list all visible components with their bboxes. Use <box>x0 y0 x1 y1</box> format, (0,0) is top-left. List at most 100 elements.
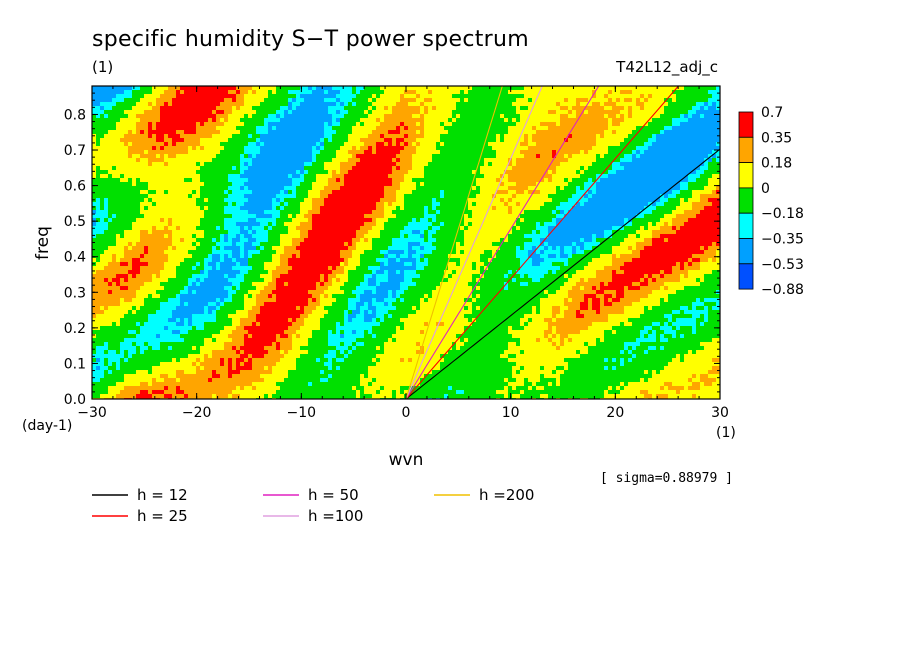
field-cell <box>304 190 309 195</box>
field-cell <box>148 94 153 99</box>
field-cell <box>644 114 649 119</box>
field-cell <box>336 178 341 183</box>
field-cell <box>708 174 713 179</box>
field-cell <box>264 194 269 199</box>
field-cell <box>512 170 517 175</box>
field-cell <box>584 194 589 199</box>
field-cell <box>220 130 225 135</box>
field-cell <box>584 102 589 107</box>
field-cell <box>664 94 669 99</box>
field-cell <box>660 166 665 171</box>
field-cell <box>348 174 353 179</box>
field-cell <box>364 154 369 159</box>
field-cell <box>272 198 277 203</box>
field-cell <box>680 162 685 167</box>
field-cell <box>716 86 720 91</box>
field-cell <box>588 86 593 91</box>
field-cell <box>712 94 717 99</box>
field-cell <box>512 98 517 103</box>
field-cell <box>516 154 521 159</box>
field-cell <box>264 186 269 191</box>
field-cell <box>452 154 457 159</box>
field-cell <box>212 118 217 123</box>
field-cell <box>156 190 161 195</box>
field-cell <box>552 178 557 183</box>
field-cell <box>208 178 213 183</box>
field-cell <box>320 106 325 111</box>
field-cell <box>620 110 625 115</box>
field-cell <box>532 158 537 163</box>
field-cell <box>688 122 693 127</box>
field-cell <box>168 118 173 123</box>
field-cell <box>612 122 617 127</box>
field-cell <box>412 94 417 99</box>
field-cell <box>580 118 585 123</box>
field-cell <box>300 198 305 203</box>
field-cell <box>548 142 553 147</box>
field-cell <box>508 182 513 187</box>
field-cell <box>428 90 433 95</box>
field-cell <box>532 86 537 91</box>
field-cell <box>576 162 581 167</box>
field-cell <box>384 190 389 195</box>
field-cell <box>320 138 325 143</box>
field-cell <box>252 86 257 91</box>
field-cell <box>468 202 473 207</box>
field-cell <box>240 178 245 183</box>
field-cell <box>664 202 669 207</box>
field-cell <box>656 110 661 115</box>
field-cell <box>172 122 177 127</box>
field-cell <box>588 158 593 163</box>
field-cell <box>372 106 377 111</box>
field-cell <box>172 194 177 199</box>
field-cell <box>344 162 349 167</box>
field-cell <box>408 110 413 115</box>
field-cell <box>340 206 345 211</box>
field-cell <box>556 134 561 139</box>
field-cell <box>228 206 233 211</box>
field-cell <box>564 118 569 123</box>
field-cell <box>348 90 353 95</box>
field-cell <box>540 106 545 111</box>
field-cell <box>448 174 453 179</box>
field-cell <box>252 162 257 167</box>
field-cell <box>564 106 569 111</box>
field-cell <box>704 182 709 187</box>
field-cell <box>204 206 209 211</box>
field-cell <box>400 86 405 91</box>
field-cell <box>288 178 293 183</box>
field-cell <box>412 186 417 191</box>
field-cell <box>344 202 349 207</box>
field-cell <box>652 162 657 167</box>
field-cell <box>164 170 169 175</box>
field-cell <box>432 170 437 175</box>
field-cell <box>524 174 529 179</box>
field-cell <box>628 150 633 155</box>
field-cell <box>392 194 397 199</box>
field-cell <box>544 190 549 195</box>
field-cell <box>524 106 529 111</box>
field-cell <box>284 202 289 207</box>
field-cell <box>216 210 221 215</box>
field-cell <box>116 154 121 159</box>
field-cell <box>176 118 181 123</box>
field-cell <box>568 122 573 127</box>
field-cell <box>288 154 293 159</box>
field-cell <box>108 98 113 103</box>
field-cell <box>268 122 273 127</box>
field-cell <box>408 138 413 143</box>
field-cell <box>452 110 457 115</box>
field-cell <box>388 86 393 91</box>
field-cell <box>692 158 697 163</box>
field-cell <box>260 150 265 155</box>
field-cell <box>680 106 685 111</box>
field-cell <box>92 154 97 159</box>
field-cell <box>684 198 689 203</box>
field-cell <box>428 186 433 191</box>
field-cell <box>540 130 545 135</box>
field-cell <box>544 202 549 207</box>
field-cell <box>256 134 261 139</box>
field-cell <box>224 102 229 107</box>
field-cell <box>472 190 477 195</box>
